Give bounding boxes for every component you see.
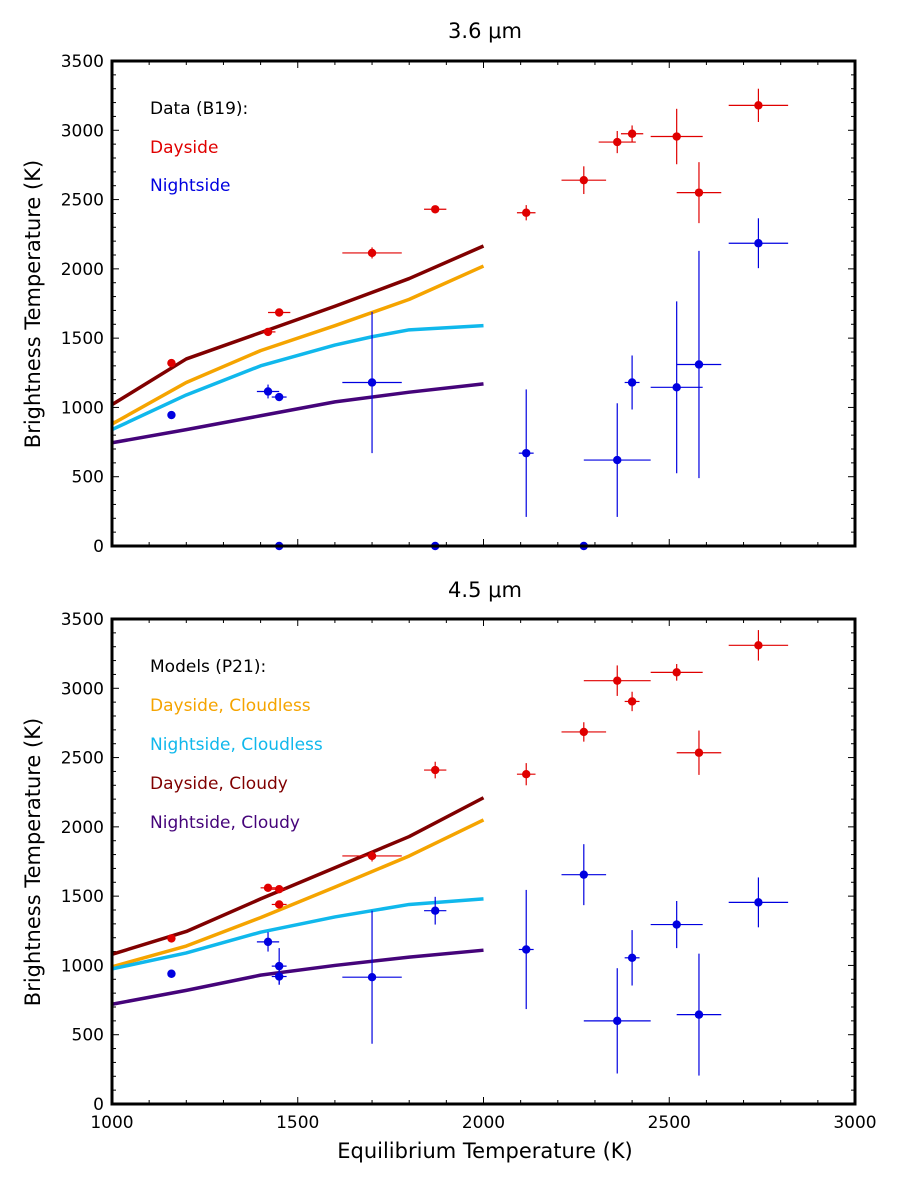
dayside-point — [627, 697, 637, 706]
y-tick-label: 2000 — [61, 260, 104, 280]
dayside-point — [431, 765, 440, 775]
y-tick-label: 3000 — [61, 121, 104, 141]
nightside-point — [167, 410, 176, 420]
y-tick-label: 0 — [93, 537, 104, 557]
x-axis-label: Equilibrium Temperature (K) — [337, 1139, 633, 1163]
y-tick-label: 1000 — [61, 956, 104, 976]
dayside-point — [754, 101, 763, 110]
nightside-point — [627, 953, 637, 963]
nightside-point — [627, 378, 637, 387]
legend-title: Data (B19): — [150, 99, 248, 119]
nightside-point — [522, 945, 531, 954]
dayside-point — [522, 770, 531, 779]
y-tick-label: 500 — [72, 1026, 104, 1046]
dayside-point — [167, 358, 176, 368]
legend-entry-dayside-cloudless: Dayside, Cloudless — [150, 696, 311, 716]
nightside-point — [672, 920, 681, 929]
legend-entry-nightside-cloudless: Nightside, Cloudless — [150, 735, 323, 755]
x-tick-label: 1500 — [276, 1113, 319, 1133]
dayside-point — [694, 188, 704, 197]
dayside-point — [274, 900, 284, 909]
legend: Models (P21): Dayside, Cloudless Nightsi… — [150, 657, 323, 833]
nightside-point — [613, 455, 622, 465]
y-axis-label: Brightness Temperature (K) — [21, 718, 45, 1006]
nightside-point — [274, 972, 284, 981]
legend-entry-dayside-cloudy: Dayside, Cloudy — [150, 774, 288, 794]
y-tick-label: 0 — [93, 1095, 104, 1115]
nightside-point — [694, 1010, 704, 1019]
y-tick-label: 3000 — [61, 679, 104, 699]
plot-frame — [110, 59, 857, 548]
nightside-point — [431, 906, 440, 915]
dayside-point — [367, 248, 377, 258]
x-tick-label: 1000 — [90, 1113, 133, 1133]
panel-title: 4.5 μm — [448, 578, 522, 602]
x-tick-label: 2000 — [462, 1113, 505, 1133]
dayside-point — [694, 748, 704, 757]
dayside-point — [274, 885, 284, 894]
y-tick-label: 2500 — [61, 749, 104, 769]
dayside-point — [579, 727, 589, 737]
legend-entry-nightside: Nightside — [150, 176, 231, 196]
dayside-point — [274, 308, 284, 317]
y-tick-label: 1500 — [61, 887, 104, 907]
model-line — [111, 264, 485, 426]
dayside-point — [367, 851, 377, 861]
dayside-point — [627, 129, 637, 138]
nightside-point — [694, 360, 704, 369]
dayside-point — [754, 641, 763, 650]
legend: Data (B19): Dayside Nightside — [150, 99, 248, 196]
plot-area: 0 500 1000 1500 2000 2500 3000 3500 — [61, 52, 857, 557]
y-tick-label: 3500 — [61, 610, 104, 630]
dayside-point — [167, 934, 176, 943]
x-tick-label: 3000 — [833, 1113, 876, 1133]
y-axis-label: Brightness Temperature (K) — [21, 160, 45, 448]
dayside-point — [613, 137, 622, 147]
nightside-point — [274, 961, 284, 971]
model-line — [111, 818, 485, 969]
nightside-point — [613, 1016, 622, 1026]
y-tick-label: 3500 — [61, 52, 104, 72]
nightside-point — [263, 937, 273, 947]
nightside-point — [754, 239, 763, 248]
y-tick-label: 2000 — [61, 818, 104, 838]
nightside-point — [263, 387, 273, 396]
panel-3-6um: 3.6 μm Brightness Temperature (K) Data (… — [21, 19, 857, 557]
dayside-point — [672, 668, 681, 677]
nightside-point — [367, 378, 377, 387]
dayside-point — [431, 205, 440, 214]
dayside-point — [263, 327, 273, 337]
model-line — [111, 382, 484, 445]
y-tick-label: 2500 — [61, 191, 104, 211]
panel-4-5um: 4.5 μm Brightness Temperature (K) Equili… — [21, 578, 877, 1163]
legend-entry-nightside-cloudy: Nightside, Cloudy — [150, 813, 300, 833]
dayside-point — [522, 208, 531, 217]
nightside-point — [274, 392, 284, 402]
y-tick-label: 1000 — [61, 398, 104, 418]
y-tick-label: 1500 — [61, 329, 104, 349]
x-tick-label: 2500 — [648, 1113, 691, 1133]
plot-area: 0 500 1000 1500 2000 2500 3000 3500 1000 1500 2000… — [61, 610, 877, 1133]
model-line — [111, 323, 484, 432]
model-line — [111, 244, 485, 407]
model-line — [111, 948, 484, 1006]
dayside-point — [263, 883, 273, 893]
y-tick-label: 500 — [72, 468, 104, 488]
plot-frame — [110, 617, 857, 1106]
nightside-point — [754, 898, 763, 907]
nightside-point — [522, 448, 531, 458]
nightside-point — [579, 870, 589, 879]
legend-title: Models (P21): — [150, 657, 266, 677]
panel-title: 3.6 μm — [448, 19, 522, 43]
nightside-point — [672, 383, 681, 392]
dayside-point — [579, 175, 589, 185]
nightside-point — [367, 973, 377, 982]
legend-entry-dayside: Dayside — [150, 138, 218, 158]
dayside-point — [672, 132, 681, 141]
model-line — [111, 897, 484, 971]
nightside-point — [167, 969, 176, 978]
dayside-point — [613, 676, 622, 685]
